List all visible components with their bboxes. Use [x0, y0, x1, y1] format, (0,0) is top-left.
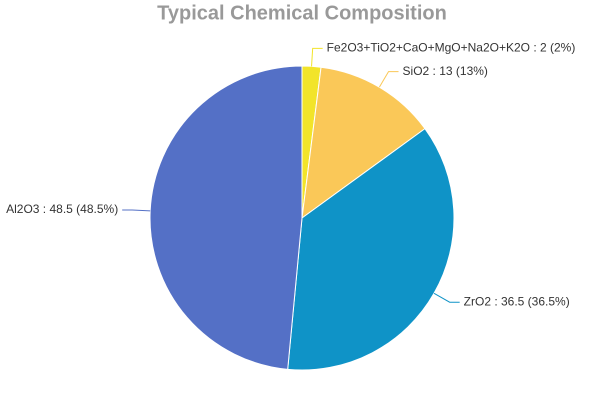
pie-slice — [149, 65, 303, 370]
data-label: SiO2 : 13 (13%) — [403, 64, 488, 78]
data-label: ZrO2 : 36.5 (36.5%) — [464, 294, 570, 308]
pie-slice — [301, 66, 426, 220]
leader-line — [433, 292, 460, 303]
leader-line — [378, 71, 399, 88]
leader-line — [311, 47, 323, 67]
data-label: Fe2O3+TiO2+CaO+MgO+Na2O+K2O : 2 (2%) — [327, 41, 576, 55]
pie-slice — [287, 127, 455, 371]
chart-title: Typical Chemical Composition — [157, 2, 447, 24]
data-label: Al2O3 : 48.5 (48.5%) — [6, 202, 118, 216]
leader-line — [122, 209, 151, 212]
